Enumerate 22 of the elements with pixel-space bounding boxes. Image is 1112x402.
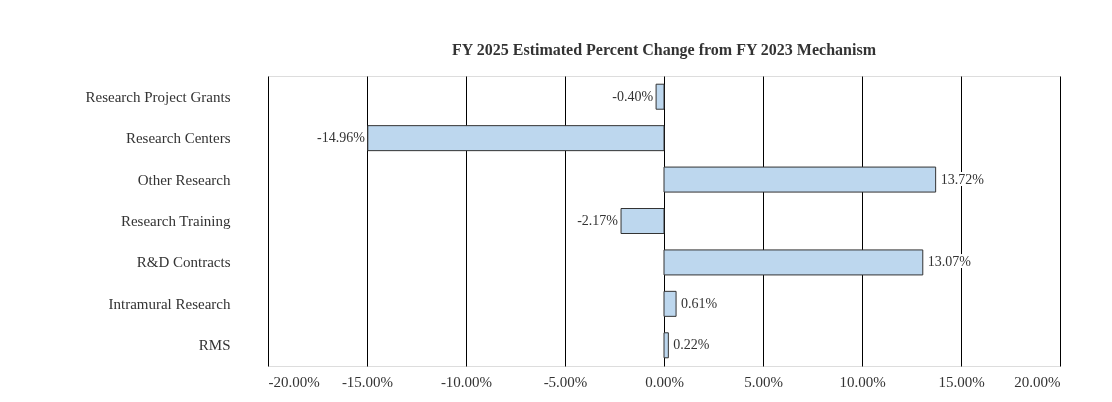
x-tick-label: 5.00%: [744, 373, 783, 390]
y-tick-label: Other Research: [137, 171, 231, 188]
y-tick-label: Research Centers: [125, 130, 231, 147]
data-label: 0.61%: [681, 295, 718, 311]
y-tick-label: R&D Contracts: [136, 254, 231, 271]
y-tick-label: Intramural Research: [108, 295, 231, 312]
data-label: -14.96%: [316, 130, 366, 146]
data-label: -2.17%: [577, 213, 619, 228]
y-tick-label: RMS: [198, 337, 231, 354]
x-tick-label: 20.00%: [1014, 373, 1061, 390]
y-tick-label: Research Project Grants: [85, 88, 231, 105]
x-tick-label: -5.00%: [543, 373, 588, 390]
x-tick-label: 15.00%: [938, 373, 985, 390]
x-tick-label: 0.00%: [645, 373, 684, 390]
data-label: 0.22%: [673, 337, 710, 353]
chart-title: FY 2025 Estimated Percent Change from FY 2023 Mechanism: [452, 41, 877, 59]
x-tick-label: -10.00%: [440, 373, 493, 390]
data-label: -0.40%: [612, 88, 654, 104]
y-tick-label: Research Training: [120, 213, 231, 229]
x-tick-label: 10.00%: [839, 373, 886, 390]
x-tick-label: -15.00%: [341, 373, 394, 390]
x-tick-label: -20.00%: [268, 373, 320, 390]
